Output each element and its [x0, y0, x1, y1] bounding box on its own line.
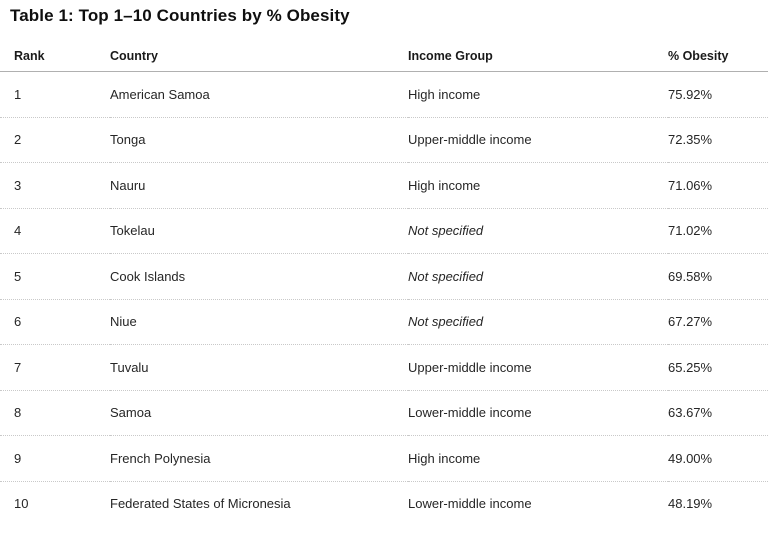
table-title: Table 1: Top 1–10 Countries by % Obesity: [10, 6, 350, 25]
cell-rank: 6: [0, 299, 110, 345]
cell-rank: 1: [0, 71, 110, 118]
cell-obesity: 69.58%: [668, 253, 768, 300]
cell-rank: 7: [0, 344, 110, 391]
col-header-income: Income Group: [408, 41, 668, 72]
cell-country: Samoa: [110, 390, 408, 436]
cell-country: Tokelau: [110, 208, 408, 254]
cell-income-group: Upper-middle income: [408, 117, 668, 163]
cell-obesity: 75.92%: [668, 71, 768, 118]
cell-rank: 3: [0, 162, 110, 209]
table-row: 3 Nauru High income 71.06%: [0, 162, 768, 209]
cell-country: Federated States of Micronesia: [110, 496, 291, 512]
cell-income-group: Not specified: [408, 299, 668, 345]
table-row: 5 Cook Islands Not specified 69.58%: [0, 253, 768, 300]
cell-country: Cook Islands: [110, 253, 408, 300]
cell-income-group: High income: [408, 162, 668, 209]
cell-rank: 10: [14, 496, 29, 512]
cell-country: French Polynesia: [110, 435, 408, 482]
cell-country: American Samoa: [110, 71, 408, 118]
table-row: 7 Tuvalu Upper-middle income 65.25%: [0, 344, 768, 391]
table-row: 6 Niue Not specified 67.27%: [0, 299, 768, 345]
table-row: 9 French Polynesia High income 49.00%: [0, 435, 768, 482]
table-row: 8 Samoa Lower-middle income 63.67%: [0, 390, 768, 436]
obesity-table: Rank Country Income Group % Obesity 1 Am…: [0, 41, 768, 526]
cell-country: Tuvalu: [110, 344, 408, 391]
cell-income-group: High income: [408, 435, 668, 482]
col-header-country: Country: [110, 41, 408, 72]
cell-rank: 4: [0, 208, 110, 254]
cell-rank: 8: [0, 390, 110, 436]
cell-income-group: Lower-middle income: [408, 390, 668, 436]
header-row: Rank Country Income Group % Obesity: [0, 41, 768, 72]
col-header-rank: Rank: [0, 41, 110, 72]
col-header-obesity: % Obesity: [668, 41, 768, 72]
cell-obesity: 49.00%: [668, 435, 768, 482]
cell-obesity: 67.27%: [668, 299, 768, 345]
cell-rank: 9: [0, 435, 110, 482]
cell-country: Tonga: [110, 117, 408, 163]
table-row: 4 Tokelau Not specified 71.02%: [0, 208, 768, 254]
cell-country: Nauru: [110, 162, 408, 209]
table-row: 10 Federated States of Micronesia Lower-…: [0, 481, 768, 526]
cell-obesity: 63.67%: [668, 390, 768, 436]
cell-obesity: 71.02%: [668, 208, 768, 254]
table-row: 2 Tonga Upper-middle income 72.35%: [0, 117, 768, 163]
cell-income-group: Not specified: [408, 253, 668, 300]
table-row: 1 American Samoa High income 75.92%: [0, 71, 768, 118]
cell-income-group: Lower-middle income: [408, 496, 532, 512]
cell-country: Niue: [110, 299, 408, 345]
cell-obesity: 65.25%: [668, 344, 768, 391]
cell-rank: 2: [0, 117, 110, 163]
cell-income-group: Not specified: [408, 208, 668, 254]
cell-rank: 5: [0, 253, 110, 300]
cell-obesity: 48.19%: [668, 496, 713, 512]
cell-obesity: 72.35%: [668, 117, 768, 163]
cell-income-group: High income: [408, 71, 668, 118]
cell-obesity: 71.06%: [668, 162, 768, 209]
cell-income-group: Upper-middle income: [408, 344, 668, 391]
